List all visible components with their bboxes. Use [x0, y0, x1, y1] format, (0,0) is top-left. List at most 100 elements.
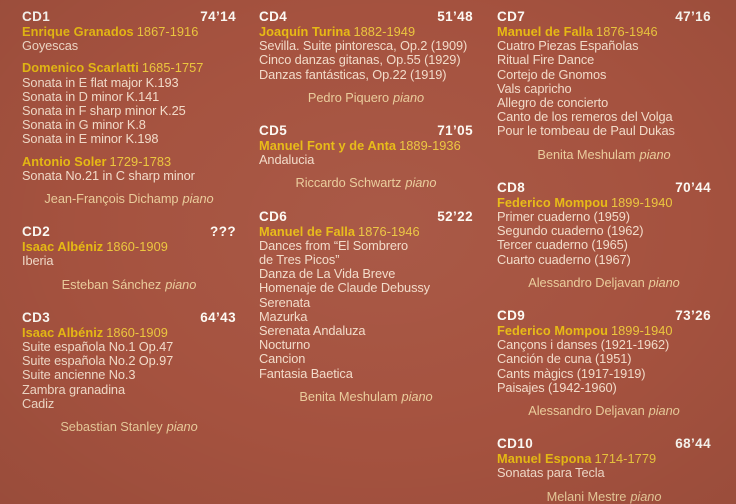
track-title: Danzas fantásticas, Op.22 (1919) [259, 66, 447, 82]
composer-name: Manuel Espona [497, 451, 592, 467]
cd-number: CD3 [22, 309, 51, 325]
track-title: Cançons i danses (1921-1962) [497, 337, 670, 353]
work-section: Manuel de Falla 1876-1946 Cuatro Piezas Es… [497, 24, 711, 139]
performer-credit: Alessandro Deljavan piano [497, 403, 711, 419]
composer-line: Federico Mompou 1899-1940 [497, 194, 711, 210]
track-title: Sonata in E minor K.198 [22, 131, 159, 147]
composer-dates: 1867-1916 [136, 24, 199, 39]
cd-block: CD4 51’48 Joaquín Turina 1882-1949 Sevilla. … [259, 9, 473, 105]
track-title: Vals capricho [497, 80, 572, 96]
cd-header-row: CD2??? [22, 224, 236, 239]
composer-name: Joaquín Turina [259, 24, 351, 39]
track-title: Canto de los remeros del Volga [497, 109, 673, 125]
track-title: Sonata in E flat major K.193 [22, 74, 179, 90]
column-1: CD1 74’14 Enrique Granados 1867-1916 Goyesca… [22, 9, 236, 434]
track-title: Suite española No.2 Op.97 [22, 353, 174, 369]
instrument-label: piano [182, 191, 214, 207]
track-title: Serenata [259, 294, 311, 310]
performer-credit: Benita Meshulam piano [259, 388, 473, 404]
work-section: Federico Mompou 1899-1940 Primer cuaderno … [497, 194, 711, 267]
composer-line: Isaac Albéniz 1860-1909 [22, 240, 236, 254]
cd-duration: 68’44 [675, 436, 711, 452]
composer-line: Enrique Granados 1867-1916 [22, 24, 236, 39]
track-title: Fantasia Baetica [259, 365, 353, 381]
track-title: Canción de cuna (1951) [497, 351, 632, 367]
composer-name: Federico Mompou [497, 194, 608, 210]
cd-number: CD9 [497, 308, 526, 324]
work-section: Manuel de Falla 1876-1946 Dances from “El … [259, 223, 473, 381]
composer-name: Domenico Scarlatti [22, 60, 139, 76]
track-title: Sonatas para Tecla [497, 465, 605, 481]
cd-header-row: CD9 73’26 [497, 308, 711, 323]
cd-block: CD8 70’44 Federico Mompou 1899-1940 Primer c… [497, 180, 711, 290]
cd-block: CD9 73’26 Federico Mompou 1899-1940 Cançons … [497, 308, 711, 418]
column-2: CD4 51’48 Joaquín Turina 1882-1949 Sevilla. … [259, 9, 473, 404]
performer-name: Benita Meshulam [537, 146, 636, 162]
work-section: Antonio Soler 1729-1783 Sonata No.21 in C … [22, 153, 236, 183]
composer-line: Manuel de Falla 1876-1946 [497, 24, 711, 39]
work-section: Manuel Font y de Anta 1889-1936 Andalucia [259, 138, 473, 167]
cd-duration: 52’22 [437, 208, 473, 224]
cd-duration: ??? [210, 224, 236, 240]
cd-block: CD2??? Isaac Albéniz 1860-1909 Iberia Esteba… [22, 224, 236, 292]
track-title: Danza de La Vida Breve [259, 266, 396, 282]
composer-line: Isaac Albéniz 1860-1909 [22, 324, 236, 340]
cd-number: CD6 [259, 208, 288, 224]
composer-dates: 1729-1783 [109, 153, 172, 169]
composer-dates: 1860-1909 [106, 324, 168, 340]
cd-duration: 47’16 [675, 9, 711, 24]
composer-name: Antonio Soler [22, 153, 107, 169]
composer-line: Domenico Scarlatti 1685-1757 [22, 61, 236, 75]
work-section: Isaac Albéniz 1860-1909 Iberia [22, 240, 236, 269]
cd-block: CD1 74’14 Enrique Granados 1867-1916 Goyesca… [22, 9, 236, 206]
instrument-label: piano [630, 488, 662, 504]
track-title: Serenata Andaluza [259, 323, 366, 339]
composer-line: Federico Mompou 1899-1940 [497, 323, 711, 338]
cd-duration: 70’44 [675, 179, 711, 195]
track-title: Nocturno [259, 337, 311, 353]
cd-duration: 64’43 [200, 309, 236, 325]
cd-header-row: CD5 71’05 [259, 123, 473, 138]
track-title: Segundo cuaderno (1962) [497, 223, 644, 239]
cd-number: CD1 [22, 9, 51, 24]
composer-name: Manuel de Falla [497, 24, 594, 39]
work-section: Isaac Albéniz 1860-1909 Suite española No.… [22, 324, 236, 411]
composer-name: Manuel de Falla [259, 223, 356, 239]
instrument-label: piano [405, 175, 437, 191]
cd-block: CD6 52’22 Manuel de Falla 1876-1946 Dances f… [259, 209, 473, 404]
track-title: Sonata in G minor K.8 [22, 117, 146, 133]
track-title: Zambra granadina [22, 381, 125, 397]
performer-credit: Esteban Sánchez piano [22, 277, 236, 292]
track-title: Cuarto cuaderno (1967) [497, 251, 631, 267]
cd-number: CD7 [497, 9, 526, 24]
performer-credit: Alessandro Deljavan piano [497, 275, 711, 290]
cd-header-row: CD6 52’22 [259, 209, 473, 224]
track-title: Cuatro Piezas Españolas [497, 38, 639, 54]
cd-duration: 74’14 [200, 9, 236, 24]
track-title: Tercer cuaderno (1965) [497, 237, 628, 253]
work-section: Federico Mompou 1899-1940 Cançons i danses… [497, 323, 711, 395]
track-title: Cancion [259, 351, 306, 367]
composer-dates: 1714-1779 [594, 451, 657, 467]
cd-header-row: CD3 64’43 [22, 310, 236, 325]
work-section: Enrique Granados 1867-1916 Goyescas [22, 24, 236, 53]
cd-duration: 71’05 [437, 123, 473, 139]
work-section: Domenico Scarlatti 1685-1757 Sonata in E f… [22, 61, 236, 146]
composer-line: Joaquín Turina 1882-1949 [259, 24, 473, 39]
work-section: Joaquín Turina 1882-1949 Sevilla. Suite pi… [259, 24, 473, 82]
track-title: Sonata in F sharp minor K.25 [22, 103, 186, 119]
performer-credit: Riccardo Schwartz piano [259, 176, 473, 190]
performer-name: Alessandro Deljavan [528, 403, 645, 419]
instrument-label: piano [393, 89, 425, 105]
instrument-label: piano [401, 388, 433, 404]
composer-dates: 1685-1757 [141, 60, 204, 76]
track-title: Iberia [22, 253, 54, 269]
cd-duration: 73’26 [675, 308, 711, 324]
cd-block: CD7 47’16 Manuel de Falla 1876-1946 Cuatro P… [497, 9, 711, 162]
cd-header-row: CD10 68’44 [497, 436, 711, 451]
composer-name: Isaac Albéniz [22, 239, 104, 255]
cd-header-row: CD1 74’14 [22, 9, 236, 24]
cd-block: CD3 64’43 Isaac Albéniz 1860-1909 Suite espa… [22, 310, 236, 434]
cd-duration: 51’48 [437, 9, 473, 24]
composer-line: Manuel Font y de Anta 1889-1936 [259, 138, 473, 153]
